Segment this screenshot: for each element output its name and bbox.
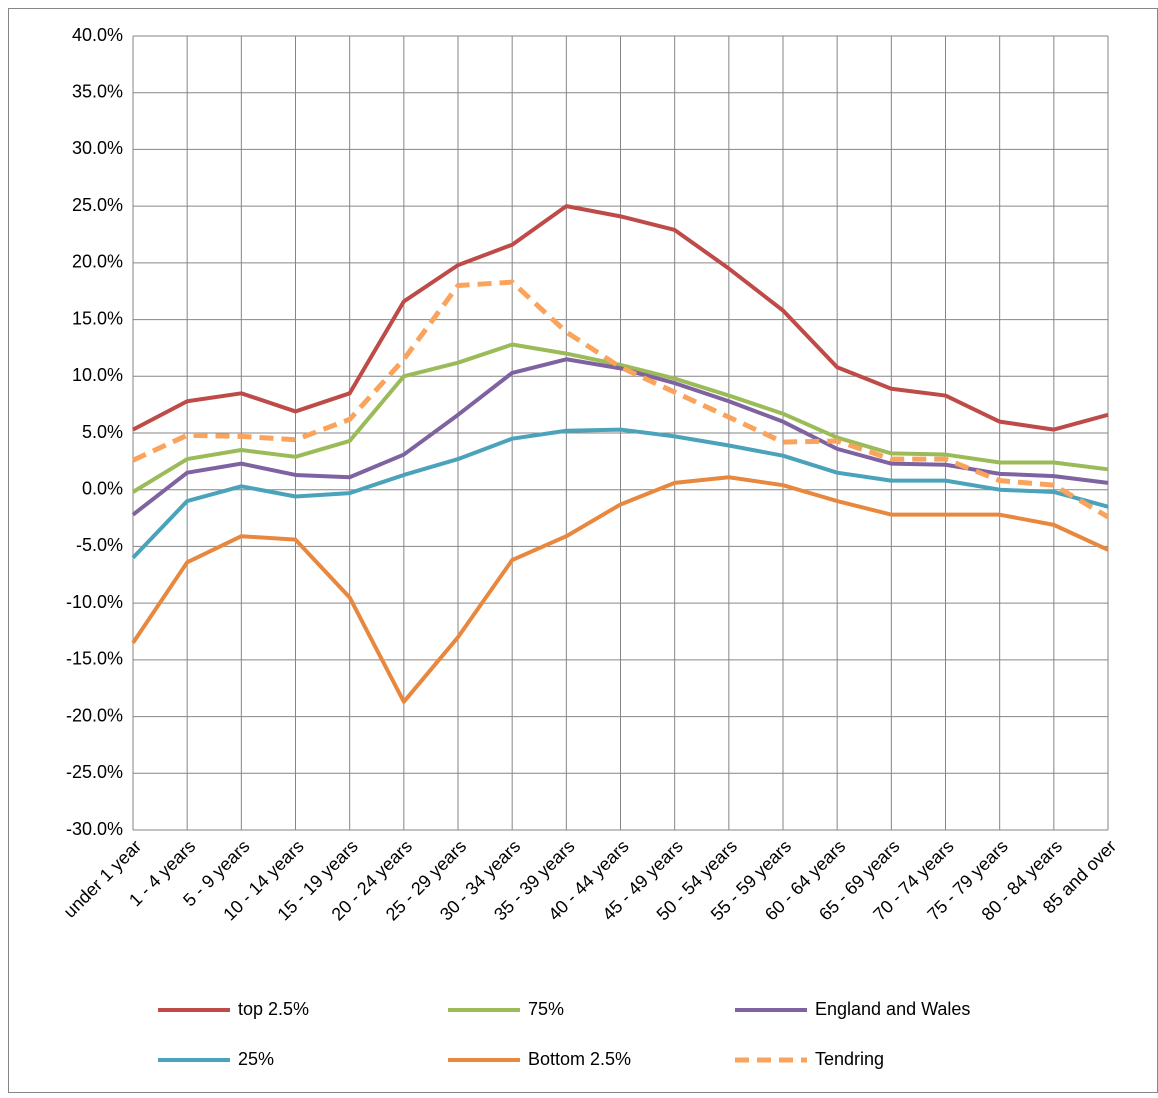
y-tick-label: 35.0%: [72, 81, 123, 101]
legend-label: top 2.5%: [238, 999, 309, 1019]
y-tick-label: 0.0%: [82, 478, 123, 498]
y-tick-label: -20.0%: [66, 705, 123, 725]
legend-label: 25%: [238, 1049, 274, 1069]
y-tick-label: 30.0%: [72, 138, 123, 158]
chart-frame: [8, 8, 1158, 1093]
y-tick-label: 10.0%: [72, 365, 123, 385]
series-line: [131, 279, 1110, 520]
legend-label: Tendring: [815, 1049, 884, 1069]
y-tick-label: -5.0%: [76, 535, 123, 555]
series-line: [132, 204, 1109, 432]
legend-label: England and Wales: [815, 999, 970, 1019]
y-tick-label: -30.0%: [66, 819, 123, 839]
series-line: [131, 342, 1109, 494]
y-tick-label: -25.0%: [66, 762, 123, 782]
y-tick-label: 15.0%: [72, 308, 123, 328]
y-tick-label: -15.0%: [66, 649, 123, 669]
series-line: [131, 357, 1109, 517]
series-line: [131, 475, 1109, 704]
series-line: [131, 427, 1109, 560]
y-tick-label: -10.0%: [66, 592, 123, 612]
legend-label: 75%: [528, 999, 564, 1019]
y-tick-label: 20.0%: [72, 252, 123, 272]
legend-label: Bottom 2.5%: [528, 1049, 631, 1069]
y-tick-label: 5.0%: [82, 422, 123, 442]
y-tick-label: 25.0%: [72, 195, 123, 215]
y-tick-label: 40.0%: [72, 25, 123, 45]
